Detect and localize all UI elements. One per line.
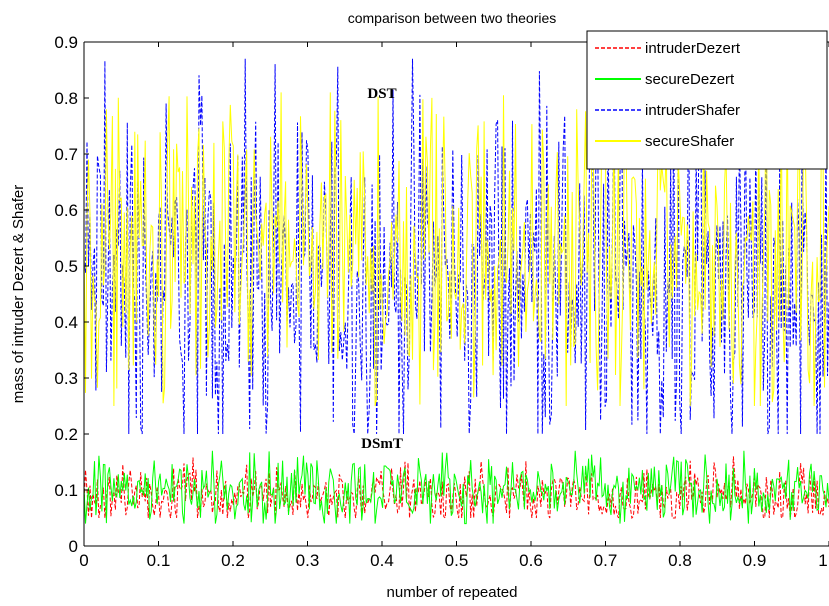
y-tick-label: 0.8 <box>54 89 78 108</box>
y-tick-label: 0.7 <box>54 145 78 164</box>
x-tick-label: 0.8 <box>668 551 692 570</box>
plot-area <box>83 58 829 525</box>
series-line-secureShafer <box>83 92 829 407</box>
y-tick-label: 0.3 <box>54 369 78 388</box>
y-axis-label: mass of intruder Dezert & Shafer <box>10 185 27 403</box>
x-tick-label: 0.5 <box>445 551 469 570</box>
y-tick-label: 0.6 <box>54 201 78 220</box>
x-tick-label: 0.4 <box>370 551 394 570</box>
x-tick-label: 0.1 <box>147 551 171 570</box>
x-tick-label: 0.7 <box>594 551 618 570</box>
x-tick-label: 0 <box>79 551 88 570</box>
series-line-intruderDezert <box>83 456 829 520</box>
annotation-dsmt: DSmT <box>361 436 403 452</box>
x-tick-label: 0.2 <box>221 551 245 570</box>
legend-label-secureShafer: secureShafer <box>645 133 734 150</box>
y-tick-label: 0.2 <box>54 425 78 444</box>
series-line-intruderShafer <box>83 58 829 435</box>
y-tick-label: 0.4 <box>54 313 78 332</box>
legend-label-intruderDezert: intruderDezert <box>645 40 741 57</box>
legend-label-secureDezert: secureDezert <box>645 71 735 88</box>
y-tick-label: 0.9 <box>54 33 78 52</box>
chart-title: comparison between two theories <box>348 10 557 26</box>
annotation-dst: DST <box>367 86 396 102</box>
legend-label-intruderShafer: intruderShafer <box>645 102 740 119</box>
series-line-secureDezert <box>83 450 829 525</box>
x-tick-label: 0.6 <box>519 551 543 570</box>
x-axis-label: number of repeated <box>387 584 518 601</box>
x-tick-label: 0.9 <box>743 551 767 570</box>
legend: intruderDezert secureDezert intruderShafer… <box>586 30 828 170</box>
y-tick-label: 0.1 <box>54 481 78 500</box>
x-tick-label: 0.3 <box>296 551 320 570</box>
y-tick-label: 0 <box>69 537 78 556</box>
legend-box <box>586 30 828 170</box>
x-tick-label: 1 <box>818 551 827 570</box>
y-tick-label: 0.5 <box>54 257 78 276</box>
